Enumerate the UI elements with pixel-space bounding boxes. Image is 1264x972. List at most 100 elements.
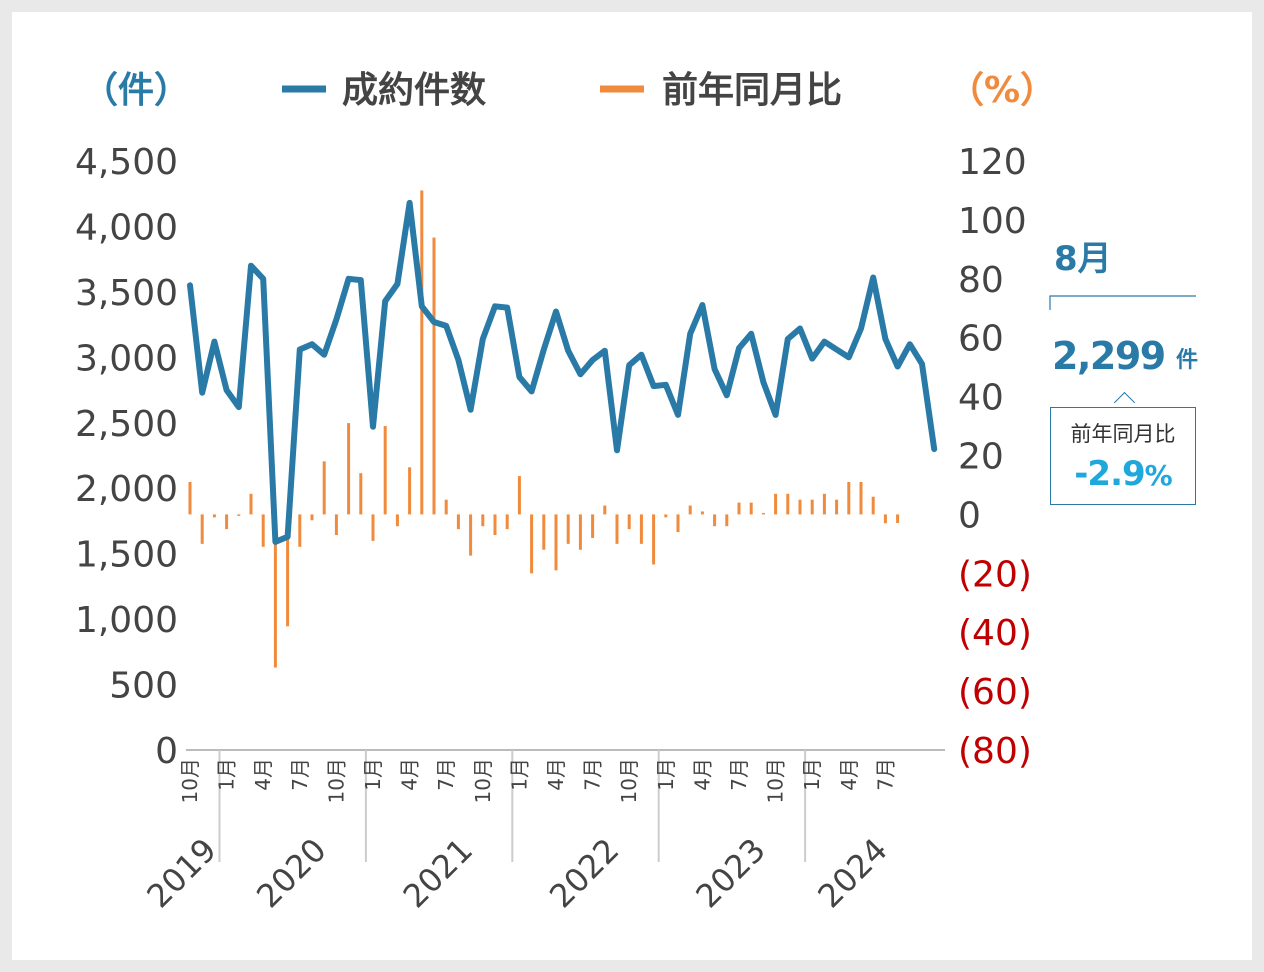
- yoy-bar: [761, 512, 765, 515]
- yoy-bar: [749, 502, 753, 515]
- x-year-label: 2024: [810, 831, 894, 915]
- x-month-label: 10月: [764, 758, 788, 803]
- yoy-bar: [835, 499, 839, 515]
- annotation-month: 8月: [1054, 239, 1112, 279]
- left-axis-unit: （件）: [82, 70, 190, 111]
- yoy-bar: [896, 514, 900, 523]
- x-year-label: 2020: [249, 831, 333, 915]
- yoy-bar: [383, 426, 387, 515]
- annotation-value: 2,299: [1052, 334, 1165, 378]
- right-tick-label: 80: [958, 260, 1004, 301]
- yoy-bar: [871, 496, 875, 515]
- right-tick-label: 40: [958, 378, 1004, 419]
- left-tick-label: 1,500: [75, 535, 178, 576]
- yoy-bar: [822, 493, 826, 515]
- x-month-label: 1月: [654, 758, 678, 791]
- count-line-layer: [187, 199, 938, 545]
- x-year-label: 2019: [139, 831, 223, 915]
- yoy-bar: [859, 482, 863, 515]
- yoy-bar: [530, 514, 534, 574]
- yoy-bar: [578, 514, 582, 550]
- right-tick-label: 20: [958, 437, 1004, 478]
- left-axis: 4,500 4,000 3,500 3,000 2,500 2,000 1,500 1,000…: [75, 142, 178, 772]
- yoy-bar: [395, 514, 399, 527]
- callout-value-unit: %: [1144, 459, 1173, 492]
- yoy-bar: [603, 505, 607, 515]
- x-month-label: 1月: [215, 758, 239, 791]
- right-axis-unit: （%）: [948, 70, 1056, 111]
- x-month-label: 7月: [434, 758, 458, 791]
- yoy-bar: [798, 499, 802, 515]
- right-tick-label: 120: [958, 142, 1027, 183]
- yoy-bar: [298, 514, 302, 547]
- yoy-bar: [725, 514, 729, 527]
- yoy-bar: [517, 476, 521, 515]
- right-tick-label: 0: [958, 495, 981, 536]
- yoy-bar: [847, 482, 851, 515]
- callout-value-number: -2.9: [1074, 454, 1145, 494]
- x-month-label: 4月: [398, 758, 422, 791]
- left-tick-label: 2,500: [75, 404, 178, 445]
- yoy-bar: [652, 514, 656, 565]
- yoy-bar: [432, 237, 436, 515]
- yoy-bar: [810, 499, 814, 515]
- yoy-bar: [237, 514, 241, 516]
- yoy-bar: [310, 514, 314, 521]
- yoy-bar: [786, 493, 790, 515]
- x-month-label: 7月: [288, 758, 312, 791]
- x-month-label: 10月: [324, 758, 348, 803]
- yoy-bar: [713, 514, 717, 527]
- x-month-label: 1月: [361, 758, 385, 791]
- x-month-label: 4月: [690, 758, 714, 791]
- right-tick-label: (80): [958, 731, 1032, 772]
- right-axis: 120 100 80 60 40 20 0 (20) (40) (60) (80): [958, 142, 1032, 772]
- yoy-bar: [627, 514, 631, 530]
- yoy-bar: [676, 514, 680, 533]
- yoy-bar: [566, 514, 570, 544]
- left-tick-label: 4,500: [75, 142, 178, 183]
- legend-yoy-label: 前年同月比: [662, 70, 842, 111]
- legend-count-label: 成約件数: [342, 70, 486, 111]
- yoy-bar: [664, 514, 668, 518]
- left-tick-label: 2,000: [75, 469, 178, 510]
- count-line: [187, 199, 938, 545]
- yoy-bar: [700, 511, 704, 515]
- yoy-bar: [347, 423, 351, 515]
- x-axis: 10月 1月 4月 7月 10月 1月 4月 7月 10月 1月 4月 7月 10月 1月 4月 7月 10月 1…: [139, 749, 945, 915]
- right-tick-label: 100: [958, 201, 1027, 242]
- right-tick-label: (20): [958, 554, 1032, 595]
- yoy-bar: [359, 473, 363, 515]
- right-tick-label: 60: [958, 319, 1004, 360]
- x-month-label: 10月: [178, 758, 202, 803]
- left-tick-label: 4,000: [75, 207, 178, 248]
- x-month-label: 7月: [581, 758, 605, 791]
- x-year-label: 2022: [542, 831, 626, 915]
- left-tick-label: 0: [155, 731, 178, 772]
- yoy-bar: [615, 514, 619, 544]
- x-month-label: 4月: [544, 758, 568, 791]
- yoy-bar: [469, 514, 473, 556]
- left-tick-label: 1,000: [75, 600, 178, 641]
- yoy-bar: [554, 514, 558, 571]
- yoy-bar: [286, 514, 290, 627]
- yoy-bar: [420, 190, 424, 515]
- right-tick-label: (60): [958, 672, 1032, 713]
- left-tick-label: 3,500: [75, 273, 178, 314]
- x-month-label: 4月: [837, 758, 861, 791]
- yoy-bar: [688, 505, 692, 515]
- yoy-bar: [591, 514, 595, 538]
- yoy-bar: [408, 467, 412, 515]
- yoy-bar: [493, 514, 497, 536]
- x-month-label: 1月: [507, 758, 531, 791]
- yoy-bar: [883, 514, 887, 524]
- yoy-bar: [774, 493, 778, 515]
- yoy-bar: [542, 514, 546, 550]
- x-month-label: 7月: [873, 758, 897, 791]
- yoy-bar: [737, 502, 741, 515]
- x-year-label: 2023: [688, 831, 772, 915]
- yoy-bar: [371, 514, 375, 541]
- yoy-bar: [188, 482, 192, 515]
- callout-label: 前年同月比: [1070, 422, 1176, 446]
- yoy-bar: [505, 514, 509, 530]
